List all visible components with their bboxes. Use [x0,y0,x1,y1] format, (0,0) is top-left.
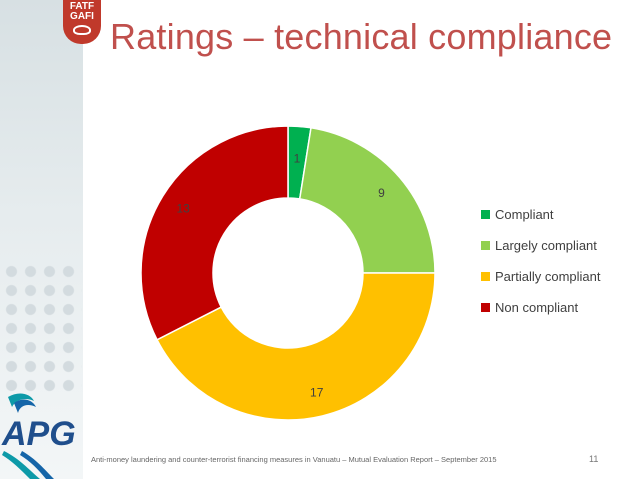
legend-swatch-largely-compliant [481,241,490,250]
apg-wave-icon-2 [20,451,54,479]
footer-text: Anti-money laundering and counter-terror… [91,455,497,464]
data-label-partially-compliant: 17 [310,386,324,400]
slice-largely-compliant [298,126,436,274]
legend-label-non-compliant: Non compliant [495,300,578,315]
apg-logo: APG [1,393,76,479]
legend-label-partially-compliant: Partially compliant [495,269,601,284]
legend-label-largely-compliant: Largely compliant [495,238,597,253]
legend-swatch-partially-compliant [481,272,490,281]
fatf-logo-text: FATF GAFI [69,1,95,22]
apg-logo-text: APG [1,415,76,453]
slide-title: Ratings – technical compliance [110,16,613,57]
dot-pattern [2,262,82,392]
apg-wave-icon [2,451,40,479]
fatf-logo: FATF GAFI [63,0,101,44]
slice-partially-compliant [156,272,436,421]
page-number: 11 [589,454,599,464]
data-label-non-compliant: 13 [176,202,190,216]
globe-icon [73,25,91,35]
slice-non-compliant [140,125,289,341]
apg-swoosh-icon [8,393,34,407]
legend-swatch-compliant [481,210,490,219]
legend-swatch-non-compliant [481,303,490,312]
apg-swoosh-icon-2 [14,399,36,413]
data-label-compliant: 1 [294,151,301,165]
data-label-largely-compliant: 9 [378,186,385,200]
legend-label-compliant: Compliant [495,207,554,222]
